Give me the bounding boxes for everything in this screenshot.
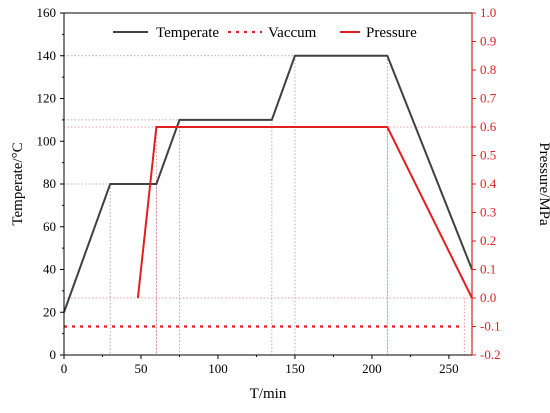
legend-label-vaccum: Vaccum — [268, 25, 317, 41]
y2-tick-label: -0.1 — [480, 319, 501, 334]
y2-tick-label: 0.6 — [480, 119, 497, 134]
legend-label-temperate: Temperate — [156, 25, 219, 41]
y2-tick-label: 0.1 — [480, 262, 496, 277]
y-tick-label: 40 — [43, 262, 56, 277]
y-tick-label: 120 — [37, 91, 57, 106]
y2-tick-label: 0.2 — [480, 233, 496, 248]
y-tick-label: 20 — [43, 304, 56, 319]
legend: Temperate Vaccum Pressure — [113, 25, 417, 41]
x-tick-label: 50 — [134, 361, 147, 376]
y2-tick-label: 0.0 — [480, 290, 496, 305]
y2-tick-label: 0.9 — [480, 34, 496, 49]
y-tick-label: 80 — [43, 176, 56, 191]
y2-axis-title: Pressure/MPa — [536, 142, 550, 226]
reference-guides — [64, 55, 472, 355]
y-axis-title: Temperate/°C — [10, 142, 26, 225]
y2-tick-label: 0.7 — [480, 91, 497, 106]
y2-tick-label: 0.4 — [480, 176, 497, 191]
y-tick-label: 60 — [43, 219, 56, 234]
y-tick-label: 100 — [37, 133, 57, 148]
series-group — [63, 54, 473, 328]
y-tick-label: 0 — [50, 347, 57, 362]
x-tick-label: 100 — [208, 361, 228, 376]
y2-tick-label: 0.5 — [480, 148, 496, 163]
y2-tick-label: 0.8 — [480, 62, 496, 77]
ticks-group: 0 20 40 60 80 100 120 140 160 -0.2 -0.1 0.0 0.1 0.2 0.… — [37, 5, 501, 376]
series-line-pressure — [136, 126, 473, 299]
x-tick-label: 250 — [439, 361, 459, 376]
y2-tick-label: 0.3 — [480, 205, 496, 220]
x-tick-label: 0 — [61, 361, 68, 376]
legend-label-pressure: Pressure — [366, 25, 417, 41]
x-axis-title: T/min — [250, 386, 287, 402]
x-tick-label: 200 — [362, 361, 382, 376]
y2-tick-label: 1.0 — [480, 5, 496, 20]
y-tick-label: 160 — [37, 5, 57, 20]
x-tick-label: 150 — [285, 361, 305, 376]
y-tick-label: 140 — [37, 48, 57, 63]
series-line-temperate — [63, 54, 473, 313]
y2-tick-label: -0.2 — [480, 347, 501, 362]
